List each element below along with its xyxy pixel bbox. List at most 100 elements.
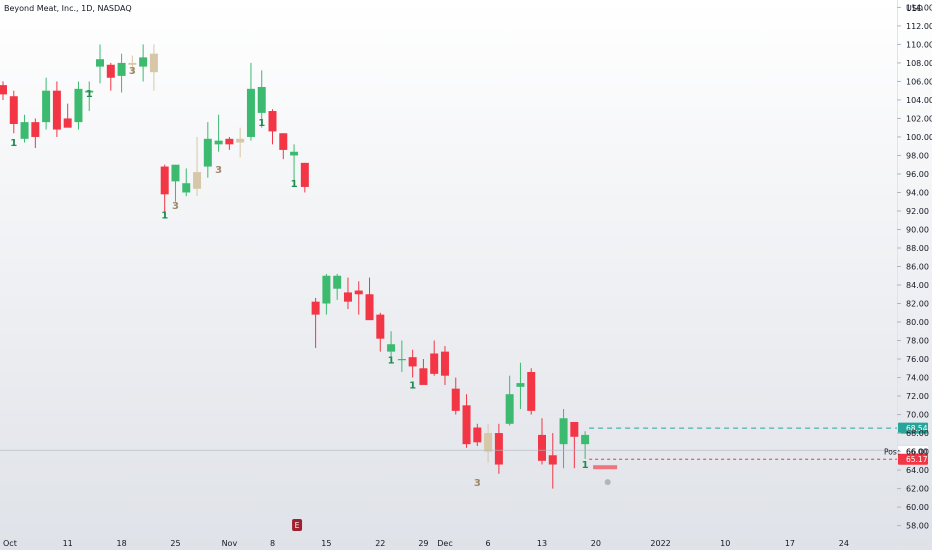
x-tick-label: 20 bbox=[591, 539, 601, 548]
candle-body bbox=[193, 172, 202, 189]
candle-body bbox=[236, 138, 245, 143]
post-market-label: Post bbox=[884, 448, 900, 457]
y-tick-label: 98.00 bbox=[906, 151, 929, 160]
candle-body bbox=[376, 314, 385, 339]
price-tag-label: 65.17 bbox=[906, 455, 928, 464]
candle-body bbox=[31, 122, 40, 137]
candle-body bbox=[440, 351, 449, 376]
candle-body bbox=[311, 301, 320, 315]
y-tick-label: 82.00 bbox=[906, 300, 929, 309]
counter-label: 3 bbox=[215, 165, 222, 176]
y-tick-label: 66.00 bbox=[906, 448, 929, 457]
candle-body bbox=[117, 62, 126, 76]
candle-body bbox=[0, 85, 7, 95]
candle-body bbox=[408, 357, 417, 367]
price-marker-red bbox=[593, 465, 618, 470]
counter-label: 1 bbox=[86, 89, 93, 100]
y-tick-label: 108.00 bbox=[906, 59, 932, 68]
y-tick-label: 76.00 bbox=[906, 355, 929, 364]
candle-body bbox=[397, 359, 406, 361]
candle-body bbox=[290, 151, 299, 156]
candles-layer bbox=[0, 44, 590, 489]
candle-body bbox=[225, 138, 234, 145]
counter-label: 1 bbox=[409, 381, 416, 392]
counter-label: 1 bbox=[291, 179, 298, 190]
candle-body bbox=[333, 275, 342, 289]
counter-label: 3 bbox=[129, 66, 136, 77]
candle-body bbox=[484, 433, 493, 452]
x-tick-label: 11 bbox=[63, 539, 73, 548]
candle-body bbox=[548, 455, 557, 465]
candle-body bbox=[20, 122, 29, 139]
x-tick-label: Dec bbox=[437, 539, 452, 548]
candle-body bbox=[139, 57, 148, 67]
x-tick-label: 2022 bbox=[650, 539, 670, 548]
y-tick-label: 84.00 bbox=[906, 281, 929, 290]
candle-body bbox=[322, 275, 331, 304]
candle-body bbox=[182, 183, 191, 193]
candle-body bbox=[149, 53, 158, 73]
y-tick-label: 92.00 bbox=[906, 207, 929, 216]
x-tick-label: 6 bbox=[486, 539, 491, 548]
candle-body bbox=[387, 344, 396, 352]
y-tick-label: 70.00 bbox=[906, 411, 929, 420]
candle-body bbox=[462, 405, 471, 445]
candle-body bbox=[343, 292, 352, 302]
y-tick-label: 86.00 bbox=[906, 263, 929, 272]
candle-body bbox=[538, 434, 546, 461]
candle-body bbox=[354, 290, 363, 295]
y-tick-label: 100.00 bbox=[906, 133, 932, 142]
y-tick-label: 106.00 bbox=[906, 77, 932, 86]
candle-body bbox=[42, 90, 51, 123]
price-tag-box bbox=[898, 422, 928, 434]
y-tick-label: 88.00 bbox=[906, 244, 929, 253]
y-tick-label: 104.00 bbox=[906, 96, 932, 105]
candle-body bbox=[160, 166, 169, 195]
candle-body bbox=[419, 368, 428, 385]
y-tick-label: 114.00 bbox=[906, 3, 932, 12]
candle-body bbox=[9, 96, 18, 124]
candle-body bbox=[74, 88, 83, 123]
currency-label: USD bbox=[906, 4, 923, 13]
candle-body bbox=[171, 164, 180, 182]
candle-body bbox=[96, 59, 105, 67]
y-tick-label: 110.00 bbox=[906, 40, 932, 49]
y-tick-label: 78.00 bbox=[906, 337, 929, 346]
price-tag-label: 66.00 bbox=[906, 448, 928, 457]
candle-body bbox=[203, 138, 212, 167]
y-tick-label: 96.00 bbox=[906, 170, 929, 179]
price-tag-box bbox=[898, 453, 928, 465]
y-tick-label: 94.00 bbox=[906, 188, 929, 197]
candle-body bbox=[581, 434, 590, 445]
candle-body bbox=[246, 88, 255, 137]
candle-body bbox=[128, 62, 137, 65]
dividend-marker-icon bbox=[604, 479, 611, 486]
candle-body bbox=[63, 118, 72, 128]
y-tick-label: 102.00 bbox=[906, 114, 932, 123]
y-tick-label: 90.00 bbox=[906, 225, 929, 234]
x-tick-label: Nov bbox=[222, 539, 238, 548]
candle-body bbox=[214, 140, 223, 145]
x-tick-label: 17 bbox=[785, 539, 795, 548]
y-tick-label: 62.00 bbox=[906, 485, 929, 494]
y-tick-label: 60.00 bbox=[906, 503, 929, 512]
y-tick-label: 72.00 bbox=[906, 392, 929, 401]
x-tick-label: 8 bbox=[270, 539, 275, 548]
earnings-badge-icon bbox=[292, 519, 303, 531]
x-tick-label: 25 bbox=[170, 539, 180, 548]
counter-label: 3 bbox=[474, 478, 481, 489]
chart-title: Beyond Meat, Inc., 1D, NASDAQ bbox=[4, 4, 132, 13]
y-tick-label: 64.00 bbox=[906, 466, 929, 475]
candle-body bbox=[300, 162, 309, 187]
x-tick-label: 13 bbox=[537, 539, 547, 548]
counter-label: 1 bbox=[582, 460, 589, 471]
counter-label: 1 bbox=[10, 138, 17, 149]
candle-body bbox=[505, 394, 514, 424]
counter-label: 1 bbox=[258, 118, 265, 129]
candle-body bbox=[106, 64, 115, 78]
